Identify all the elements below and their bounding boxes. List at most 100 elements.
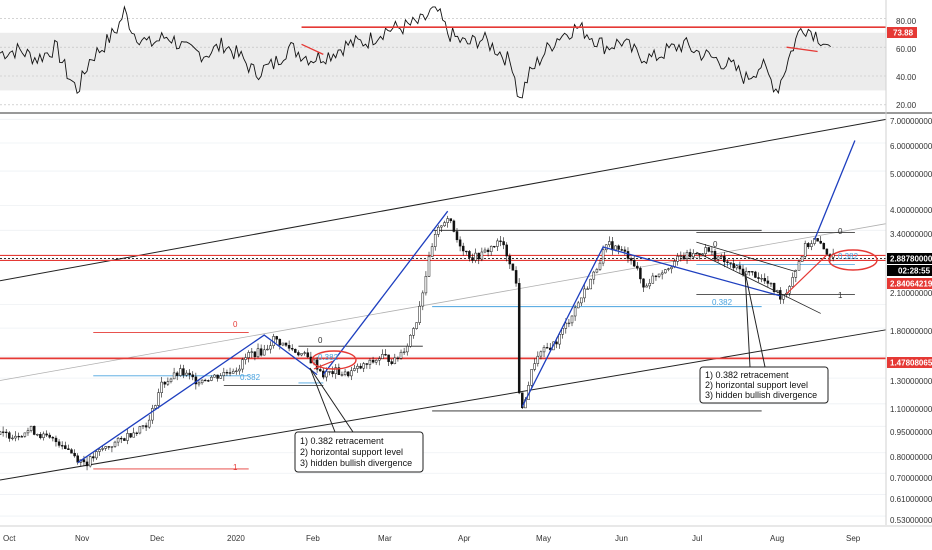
countdown-badge (887, 265, 932, 276)
candle-body-50 (154, 405, 157, 409)
candle-body-90 (278, 338, 282, 346)
price-tick-1-3: 1.30000000 (890, 377, 932, 386)
candle-body-257 (797, 261, 801, 271)
candle-body-48 (147, 419, 151, 428)
candle-body-238 (738, 265, 742, 270)
candle-body-112 (346, 371, 350, 377)
candle-body-31 (95, 451, 98, 459)
callout-left-line-2: 2) horizontal support level (300, 447, 403, 457)
candle-body-106 (328, 371, 331, 373)
candle-body-232 (719, 256, 723, 258)
candle-body-162 (502, 241, 505, 246)
candle-body-264 (819, 240, 822, 244)
candle-body-252 (782, 294, 785, 300)
price-tick-1-8: 1.80000000 (890, 327, 932, 336)
rsi-divergence-right (786, 46, 818, 53)
candle-body-224 (695, 253, 698, 255)
red-price-badge (887, 278, 932, 289)
fib-zero-label-1: 0 (233, 320, 238, 329)
candle-body-216 (670, 266, 673, 270)
candle-body-140 (433, 234, 437, 247)
candle-body-235 (729, 262, 732, 264)
wave-1 (77, 334, 318, 464)
rsi-divergence-lines (301, 43, 818, 55)
fib-zero-label-2: 0 (318, 336, 323, 345)
candle-body-42 (129, 433, 132, 438)
candle-body-95 (294, 348, 297, 353)
candle-body-32 (98, 449, 101, 452)
candle-body-230 (713, 251, 717, 260)
candle-body-12 (36, 434, 39, 436)
candle-body-55 (169, 378, 173, 382)
candle-body-251 (779, 290, 782, 300)
candle-body-190 (589, 278, 592, 290)
candle-body-1 (1, 431, 5, 433)
candle-body-234 (726, 261, 729, 263)
candle-body-53 (163, 381, 167, 385)
candle-body-144 (446, 218, 449, 223)
highlight-ellipse-right (828, 249, 878, 271)
channel-lower (0, 329, 887, 481)
candle-body-155 (480, 251, 484, 260)
price-tick-1-1: 1.10000000 (890, 405, 932, 414)
candle-body-135 (418, 305, 421, 323)
candle-body-210 (651, 275, 655, 284)
candle-body-222 (688, 252, 692, 257)
candle-body-187 (580, 297, 583, 304)
candle-body-201 (623, 249, 627, 252)
candle-body-87 (269, 345, 272, 350)
callout-right-line-2: 2) horizontal support level (705, 380, 808, 390)
candle-body-259 (803, 243, 807, 257)
candle-body-174 (539, 351, 543, 357)
candle-body-171 (530, 369, 533, 386)
candle-body-128 (396, 357, 400, 359)
price-axis: 7.00000000 6.00000000 5.00000000 4.00000… (885, 113, 932, 525)
support-price-badge-text: 1.47808065 (890, 359, 932, 368)
candle-body-136 (421, 292, 425, 307)
candle-body-212 (657, 273, 661, 277)
candle-body-84 (259, 348, 263, 356)
candle-body-182 (564, 322, 568, 329)
countdown-badge-text: 02:28:55 (898, 267, 931, 276)
candle-body-197 (611, 241, 614, 251)
candle-body-59 (182, 368, 185, 376)
candle-body-209 (648, 283, 651, 287)
candle-body-146 (452, 220, 456, 232)
candle-body-214 (664, 269, 667, 274)
candle-body-64 (197, 382, 201, 385)
candle-body-34 (104, 446, 107, 449)
candle-body-175 (542, 347, 546, 353)
candle-body-211 (654, 275, 658, 278)
candle-body-7 (20, 436, 24, 438)
candle-body-185 (573, 307, 577, 317)
candle-body-226 (701, 253, 704, 255)
candle-body-23 (70, 449, 73, 454)
candle-body-181 (561, 328, 564, 335)
fib-ratio-label-2: 0.382 (318, 353, 339, 362)
candle-body-56 (172, 372, 176, 380)
candle-body-103 (318, 369, 322, 372)
candle-body-10 (29, 425, 33, 431)
support-price-badge (887, 357, 932, 368)
price-tick-0-7: 0.70000000 (890, 474, 932, 483)
candle-body-199 (617, 245, 620, 250)
horizontal-levels (0, 254, 886, 360)
candle-body-30 (92, 456, 95, 459)
candle-body-62 (191, 374, 194, 378)
candle-body-194 (601, 249, 605, 264)
candle-body-191 (592, 271, 596, 280)
callout-right: 1) 0.382 retracement 2) horizontal suppo… (699, 271, 829, 404)
candle-body-206 (639, 268, 642, 280)
candle-body-46 (141, 425, 145, 427)
candle-body-110 (340, 374, 344, 376)
candle-body-239 (741, 268, 745, 276)
candle-body-124 (384, 354, 387, 356)
price-tick-3-4: 3.40000000 (890, 230, 932, 239)
fib-ratio-small-label-2: 0.382 (712, 298, 733, 307)
wedge-upper (696, 241, 796, 272)
candle-body-193 (598, 262, 602, 270)
rsi-tick-80: 80.00 (896, 17, 917, 26)
candle-body-22 (67, 448, 70, 450)
candle-body-16 (48, 434, 51, 438)
candle-body-255 (791, 277, 794, 287)
